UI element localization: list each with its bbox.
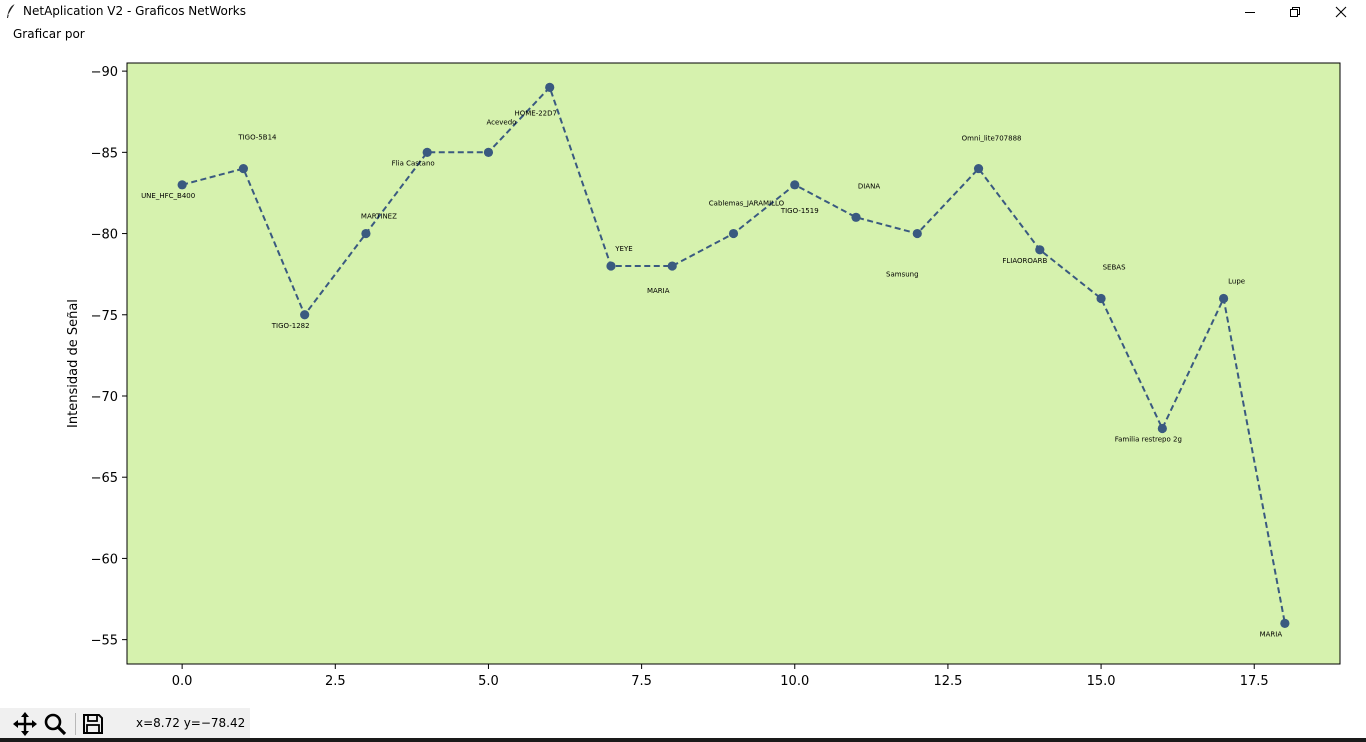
data-point[interactable] <box>851 212 861 222</box>
pan-button[interactable] <box>12 711 38 737</box>
y-tick-label: −65 <box>91 471 118 486</box>
window-bottom-edge <box>0 738 1366 742</box>
data-point[interactable] <box>361 228 371 239</box>
y-tick-label: −85 <box>91 146 118 161</box>
pan-icon <box>13 712 37 736</box>
point-label: Omni_lite707888 <box>962 135 1022 143</box>
data-point[interactable] <box>1096 293 1106 304</box>
point-label: Flia Castano <box>392 159 435 167</box>
point-label: Cablemas_JARAMILLO <box>709 200 785 208</box>
point-label: MARTINEZ <box>361 213 397 221</box>
point-label: HOME-22D7 <box>514 109 557 117</box>
point-label: YEYE <box>614 245 632 253</box>
save-button[interactable] <box>80 711 106 737</box>
x-tick-label: 12.5 <box>933 674 962 689</box>
minimize-button[interactable] <box>1227 0 1273 24</box>
cursor-coordinates: x=8.72 y=−78.42 <box>136 716 246 730</box>
restore-icon <box>1290 7 1300 17</box>
point-label: Samsung <box>886 271 919 279</box>
data-point[interactable] <box>1280 618 1290 628</box>
point-label: Familia restrepo 2g <box>1115 435 1182 443</box>
y-tick-label: −70 <box>91 390 118 405</box>
data-point[interactable] <box>238 163 248 174</box>
point-label: TIGO-1282 <box>271 322 310 330</box>
data-point[interactable] <box>1157 423 1167 434</box>
y-tick-label: −80 <box>91 228 118 243</box>
y-tick-label: −90 <box>91 65 118 80</box>
x-tick-label: 7.5 <box>631 674 652 689</box>
plot-area <box>126 62 1341 665</box>
point-label: MARIA <box>647 287 670 295</box>
line-chart[interactable]: 0.0 2.5 5.0 7.5 10.0 12.5 15.0 17.5 −90 −85 −80 −75… <box>0 44 1366 708</box>
toolbar-separator <box>75 713 76 735</box>
zoom-icon <box>44 713 67 736</box>
point-label: DIANA <box>858 182 880 190</box>
data-point[interactable] <box>912 228 922 239</box>
data-point[interactable] <box>606 261 616 271</box>
data-point[interactable] <box>177 180 187 190</box>
point-label: SEBAS <box>1103 264 1126 272</box>
point-label: TIGO-5B14 <box>237 134 277 142</box>
data-point[interactable] <box>422 147 432 157</box>
zoom-button[interactable] <box>42 711 68 737</box>
data-point[interactable] <box>790 180 800 190</box>
feather-icon <box>7 3 16 18</box>
point-label: Acevedo <box>486 118 516 126</box>
x-tick-label: 0.0 <box>172 674 193 689</box>
data-point[interactable] <box>1219 293 1229 304</box>
point-label: FLIAOROARB <box>1002 257 1047 265</box>
data-point[interactable] <box>545 82 555 92</box>
x-tick-label: 10.0 <box>780 674 809 689</box>
data-point[interactable] <box>300 310 310 320</box>
y-axis-label: Intensidad de Señal <box>66 299 81 428</box>
point-label: UNE_HFC_B400 <box>141 192 195 200</box>
menu-bar: Graficar por <box>0 24 1366 44</box>
data-point[interactable] <box>728 228 739 239</box>
save-icon <box>83 714 103 734</box>
data-point[interactable] <box>483 147 494 157</box>
point-label: TIGO-1519 <box>780 207 819 215</box>
point-label: MARIA <box>1260 630 1283 638</box>
minimize-icon <box>1245 12 1255 13</box>
x-tick-label: 17.5 <box>1240 674 1269 689</box>
navigation-toolbar: x=8.72 y=−78.42 <box>0 708 250 738</box>
x-tick-label: 2.5 <box>325 674 346 689</box>
x-tick-label: 15.0 <box>1087 674 1116 689</box>
close-icon <box>1335 6 1347 18</box>
menu-graficar-por[interactable]: Graficar por <box>13 27 85 41</box>
title-bar: NetAplication V2 - Graficos NetWorks <box>0 0 1366 24</box>
x-tick-label: 5.0 <box>478 674 499 689</box>
y-tick-label: −60 <box>91 552 118 567</box>
window-title: NetAplication V2 - Graficos NetWorks <box>23 4 246 18</box>
data-point[interactable] <box>1035 245 1045 255</box>
close-button[interactable] <box>1318 0 1364 24</box>
y-tick-label: −75 <box>91 309 118 324</box>
point-label: Lupe <box>1228 278 1245 286</box>
y-tick-label: −55 <box>91 634 118 649</box>
data-point[interactable] <box>973 163 984 174</box>
data-point[interactable] <box>667 261 677 271</box>
restore-button[interactable] <box>1272 0 1318 24</box>
